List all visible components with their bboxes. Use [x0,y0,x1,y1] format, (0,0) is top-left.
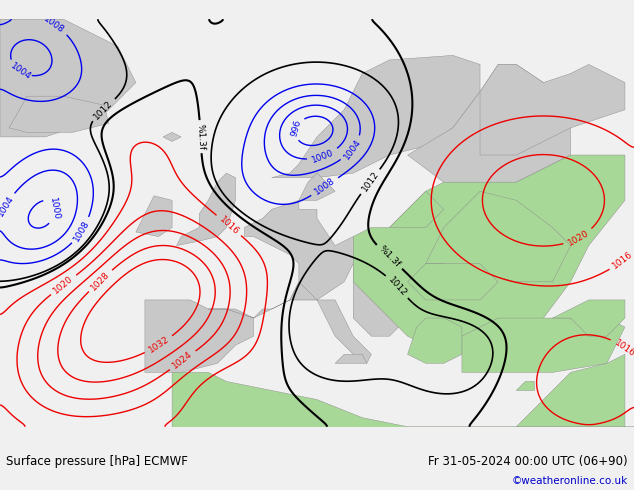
Text: 1020: 1020 [52,274,75,295]
Polygon shape [353,155,625,354]
Text: 1032: 1032 [147,335,171,355]
Text: 1000: 1000 [48,197,61,221]
Text: 1012: 1012 [92,98,115,121]
Polygon shape [408,65,571,182]
Polygon shape [163,132,181,142]
Text: 1020: 1020 [566,228,591,247]
Polygon shape [480,65,625,155]
Polygon shape [136,196,172,237]
Polygon shape [272,55,480,178]
Text: 996: 996 [290,119,302,138]
Text: 1008: 1008 [42,15,66,36]
Polygon shape [353,264,408,336]
Polygon shape [362,0,480,10]
Polygon shape [389,191,444,227]
Text: 1016: 1016 [217,214,240,236]
Polygon shape [290,282,372,364]
Text: ©weatheronline.co.uk: ©weatheronline.co.uk [512,476,628,486]
Text: 1024: 1024 [171,350,195,371]
Text: Surface pressure [hPa] ECMWF: Surface pressure [hPa] ECMWF [6,455,188,468]
Text: Fr 31-05-2024 00:00 UTC (06+90): Fr 31-05-2024 00:00 UTC (06+90) [428,455,628,468]
Polygon shape [425,191,571,282]
Polygon shape [172,372,634,445]
Text: 1028: 1028 [89,270,112,292]
Polygon shape [0,19,136,137]
Text: 1000: 1000 [311,147,335,164]
Polygon shape [462,318,625,372]
Polygon shape [145,300,254,372]
Polygon shape [516,381,534,391]
Polygon shape [209,200,353,318]
Text: 1004: 1004 [342,137,363,161]
Polygon shape [9,96,108,132]
Polygon shape [299,173,335,200]
Polygon shape [516,354,625,427]
Text: 1012: 1012 [360,170,380,194]
Text: 1016: 1016 [611,250,634,271]
Text: %1.3f: %1.3f [377,245,402,270]
Text: 1008: 1008 [72,219,91,243]
Text: 1008: 1008 [313,176,337,197]
Text: 1004: 1004 [9,61,32,82]
Polygon shape [408,264,498,300]
Polygon shape [408,318,462,364]
Text: %1.3f: %1.3f [195,123,206,150]
Polygon shape [552,300,625,336]
Polygon shape [177,173,235,245]
Text: 1012: 1012 [386,275,408,298]
Polygon shape [335,354,367,364]
Text: 1016: 1016 [612,338,634,358]
Text: 1004: 1004 [0,194,16,218]
